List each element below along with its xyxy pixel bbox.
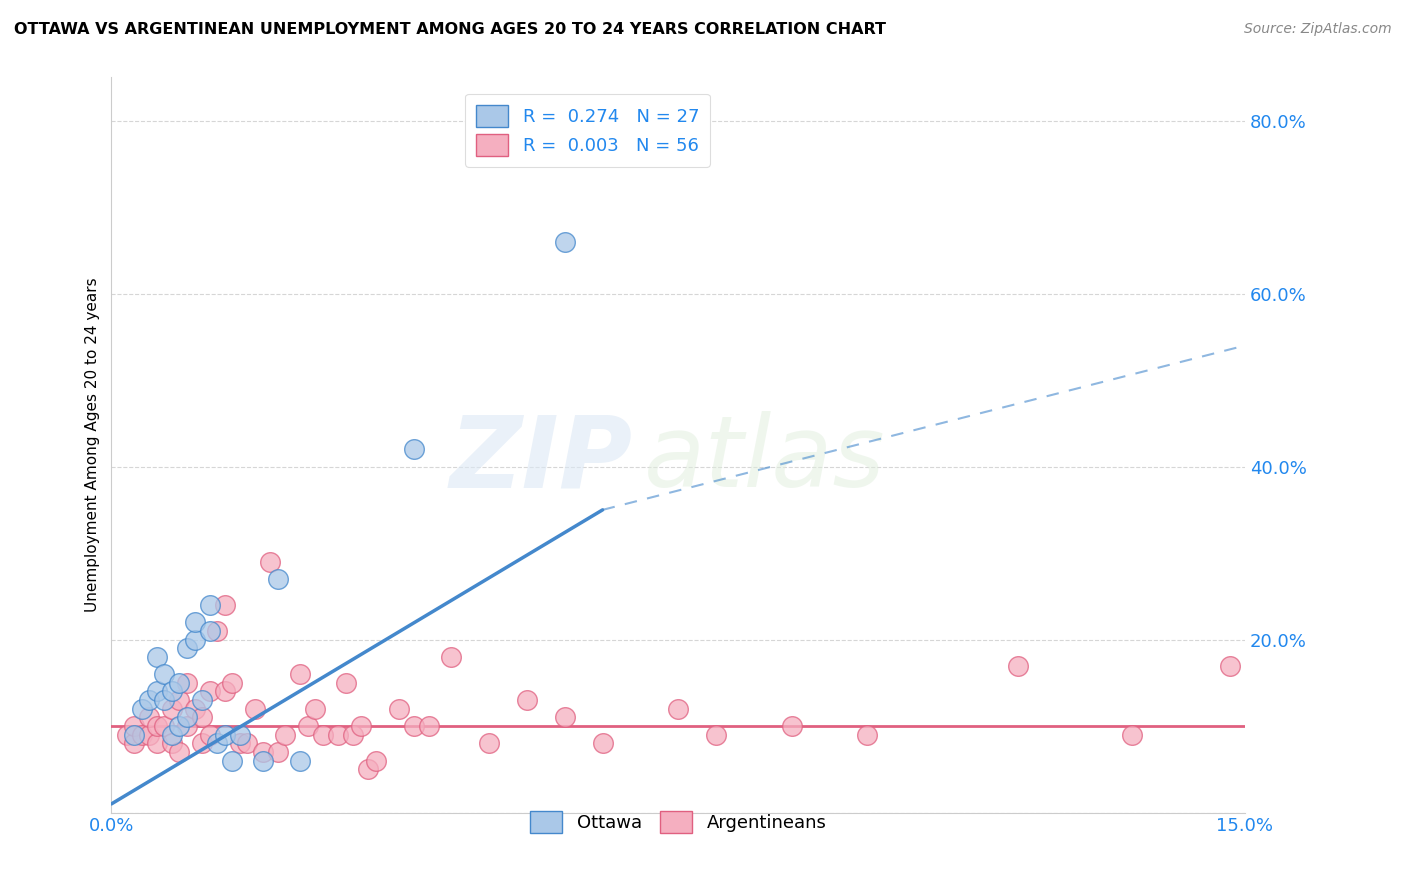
Point [1121, 728, 1143, 742]
Point [312, 728, 335, 742]
Point [290, 754, 312, 768]
Point [191, 710, 214, 724]
Point [214, 598, 236, 612]
Point [214, 684, 236, 698]
Point [780, 719, 803, 733]
Point [176, 710, 198, 724]
Point [290, 667, 312, 681]
Point [387, 702, 409, 716]
Point [160, 702, 183, 716]
Point [191, 736, 214, 750]
Point [342, 728, 364, 742]
Point [304, 702, 326, 716]
Point [122, 719, 145, 733]
Point [153, 693, 176, 707]
Point [856, 728, 879, 742]
Point [402, 442, 425, 457]
Point [274, 728, 297, 742]
Point [183, 632, 205, 647]
Point [176, 719, 198, 733]
Text: atlas: atlas [644, 411, 886, 508]
Point [138, 728, 160, 742]
Point [1219, 658, 1241, 673]
Point [205, 736, 228, 750]
Text: Source: ZipAtlas.com: Source: ZipAtlas.com [1244, 22, 1392, 37]
Point [350, 719, 373, 733]
Point [176, 676, 198, 690]
Point [160, 684, 183, 698]
Point [169, 676, 191, 690]
Point [115, 728, 138, 742]
Point [183, 702, 205, 716]
Point [145, 719, 167, 733]
Point [252, 754, 274, 768]
Point [402, 719, 425, 733]
Point [252, 745, 274, 759]
Point [176, 641, 198, 656]
Point [183, 615, 205, 630]
Point [666, 702, 689, 716]
Point [191, 693, 214, 707]
Point [364, 754, 387, 768]
Point [554, 710, 576, 724]
Point [418, 719, 440, 733]
Point [554, 235, 576, 249]
Point [198, 684, 221, 698]
Point [198, 598, 221, 612]
Point [131, 728, 153, 742]
Point [229, 728, 252, 742]
Point [160, 728, 183, 742]
Point [478, 736, 501, 750]
Point [440, 649, 463, 664]
Point [198, 624, 221, 638]
Text: ZIP: ZIP [450, 411, 633, 508]
Point [131, 702, 153, 716]
Point [259, 555, 281, 569]
Point [243, 702, 266, 716]
Point [138, 693, 160, 707]
Point [205, 624, 228, 638]
Point [169, 719, 191, 733]
Point [122, 728, 145, 742]
Point [266, 745, 288, 759]
Y-axis label: Unemployment Among Ages 20 to 24 years: Unemployment Among Ages 20 to 24 years [86, 277, 100, 612]
Point [229, 736, 252, 750]
Point [221, 676, 243, 690]
Point [153, 667, 176, 681]
Point [198, 728, 221, 742]
Point [169, 745, 191, 759]
Point [122, 736, 145, 750]
Point [214, 728, 236, 742]
Point [153, 719, 176, 733]
Point [160, 736, 183, 750]
Point [516, 693, 538, 707]
Point [357, 762, 380, 776]
Legend: Ottawa, Argentineans: Ottawa, Argentineans [519, 800, 838, 844]
Point [297, 719, 319, 733]
Point [145, 649, 167, 664]
Point [326, 728, 349, 742]
Point [704, 728, 727, 742]
Point [145, 736, 167, 750]
Point [1007, 658, 1029, 673]
Point [169, 693, 191, 707]
Point [236, 736, 259, 750]
Point [221, 754, 243, 768]
Point [266, 572, 288, 586]
Text: OTTAWA VS ARGENTINEAN UNEMPLOYMENT AMONG AGES 20 TO 24 YEARS CORRELATION CHART: OTTAWA VS ARGENTINEAN UNEMPLOYMENT AMONG… [14, 22, 886, 37]
Point [335, 676, 357, 690]
Point [592, 736, 614, 750]
Point [145, 684, 167, 698]
Point [138, 710, 160, 724]
